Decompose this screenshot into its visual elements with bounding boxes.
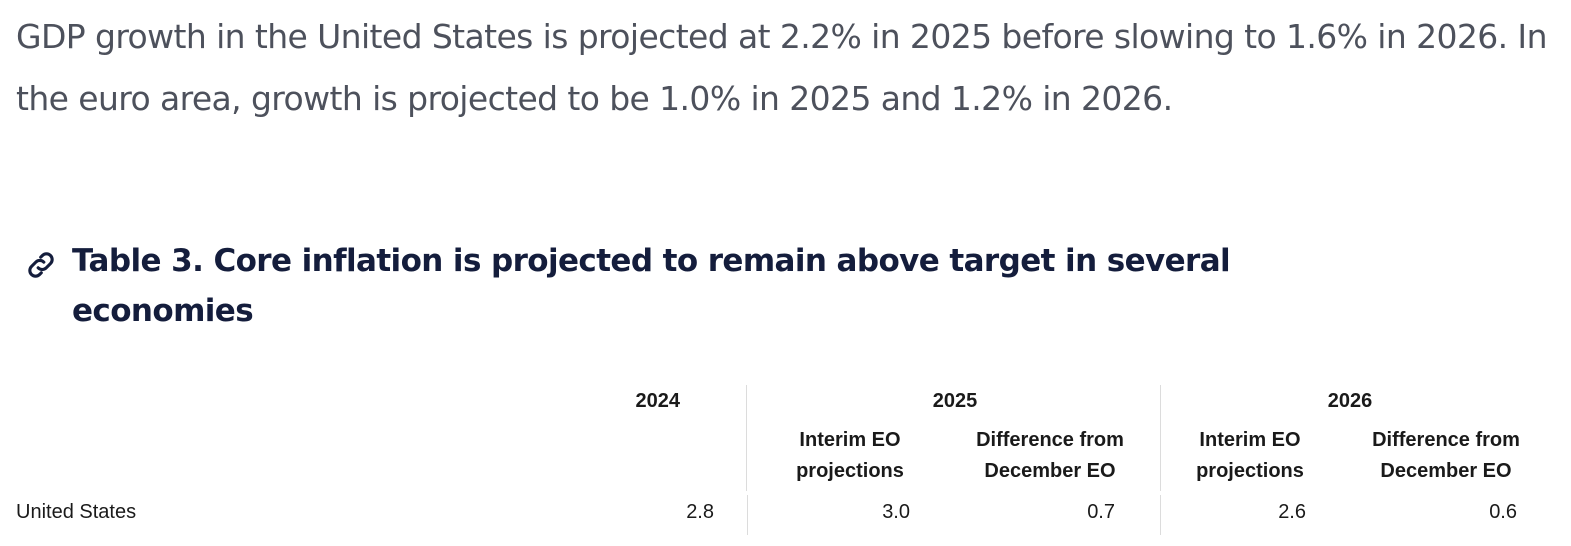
column-divider	[1160, 385, 1161, 491]
subheader-2026-difference: Difference from December EO	[1372, 429, 1520, 482]
column-divider	[746, 385, 747, 491]
link-icon[interactable]	[24, 248, 58, 282]
column-divider	[747, 495, 748, 535]
cell-2025-difference: 0.7	[1087, 501, 1115, 523]
cell-2026-interim: 2.6	[1278, 501, 1306, 523]
body-paragraph: GDP growth in the United States is proje…	[16, 17, 1547, 118]
subheader-2026-interim: Interim EO projections	[1196, 429, 1304, 482]
header-2025: 2025	[932, 390, 978, 412]
cell-2026-difference: 0.6	[1489, 501, 1517, 523]
cell-2025-interim: 3.0	[882, 501, 910, 523]
table-title: Table 3. Core inflation is projected to …	[72, 243, 1231, 329]
column-divider	[1160, 495, 1161, 535]
header-2024: 2024	[635, 390, 681, 412]
row-country: United States	[16, 501, 137, 523]
subheader-2025-interim: Interim EO projections	[796, 429, 904, 482]
subheader-2025-difference: Difference from December EO	[976, 429, 1124, 482]
cell-2024: 2.8	[686, 501, 714, 523]
header-2026: 2026	[1327, 390, 1373, 412]
